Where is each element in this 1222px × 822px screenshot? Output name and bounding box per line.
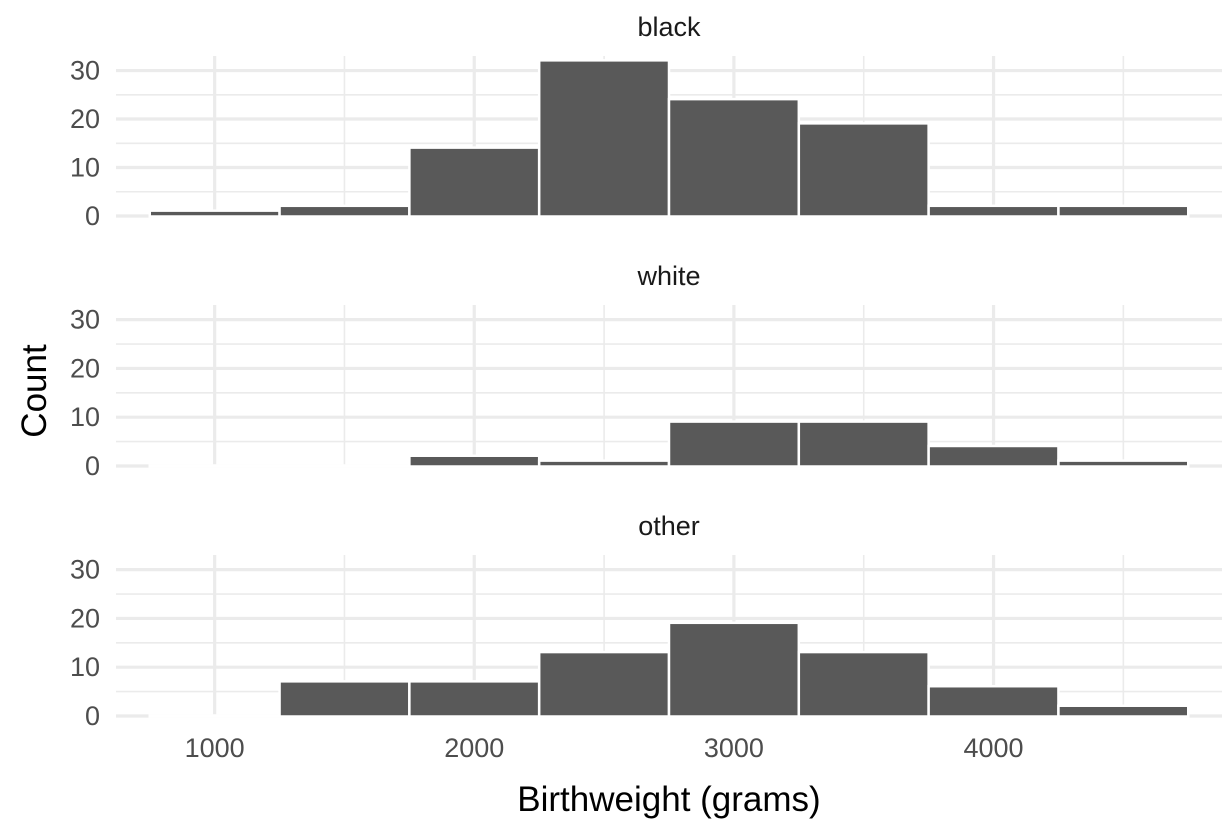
bar — [797, 122, 930, 218]
y-tick-label: 20 — [70, 353, 100, 383]
bar — [408, 454, 541, 468]
bar — [1057, 204, 1190, 218]
x-axis-label: Birthweight (grams) — [517, 780, 820, 819]
facet-title: other — [638, 511, 700, 541]
bar — [408, 146, 541, 218]
bar — [148, 464, 281, 468]
y-axis-label: Count — [15, 344, 54, 438]
y-tick-label: 10 — [70, 402, 100, 432]
x-tick-label: 2000 — [444, 733, 504, 763]
bar — [927, 444, 1060, 468]
y-tick-label: 30 — [70, 555, 100, 585]
facet-panels: black 0 10 20 30 white 0 10 20 30 other 0 10 20 30 — [70, 12, 1222, 731]
bar — [797, 420, 930, 468]
bar — [537, 459, 671, 468]
bar — [1057, 704, 1190, 718]
x-tick-label: 4000 — [963, 733, 1023, 763]
bar — [408, 680, 541, 718]
x-axis-tick-labels: 1000 2000 3000 4000 — [185, 733, 1024, 763]
facet-panel-other: other 0 10 20 30 — [70, 511, 1222, 731]
bar — [537, 650, 671, 718]
bar — [148, 714, 281, 718]
bar — [797, 650, 930, 718]
bar — [278, 204, 411, 218]
bar — [667, 97, 801, 218]
y-tick-label: 10 — [70, 153, 100, 183]
bar — [927, 684, 1060, 718]
facet-panel-white: white 0 10 20 30 — [70, 261, 1222, 481]
facet-title: black — [637, 12, 701, 42]
y-tick-label: 20 — [70, 104, 100, 134]
y-tick-label: 10 — [70, 652, 100, 682]
bar — [278, 680, 411, 718]
bar — [667, 420, 801, 468]
y-tick-label: 20 — [70, 603, 100, 633]
x-tick-label: 3000 — [704, 733, 764, 763]
y-tick-label: 0 — [85, 201, 100, 231]
facet-title: white — [636, 261, 700, 291]
bar — [1057, 459, 1190, 468]
bar — [667, 621, 801, 718]
y-tick-label: 0 — [85, 451, 100, 481]
x-tick-label: 1000 — [185, 733, 245, 763]
y-tick-label: 30 — [70, 305, 100, 335]
bar — [537, 59, 671, 218]
facet-panel-black: black 0 10 20 30 — [70, 12, 1222, 231]
y-tick-label: 30 — [70, 56, 100, 86]
bar — [278, 464, 411, 468]
bar — [927, 204, 1060, 218]
y-tick-label: 0 — [85, 701, 100, 731]
bar — [148, 209, 281, 218]
